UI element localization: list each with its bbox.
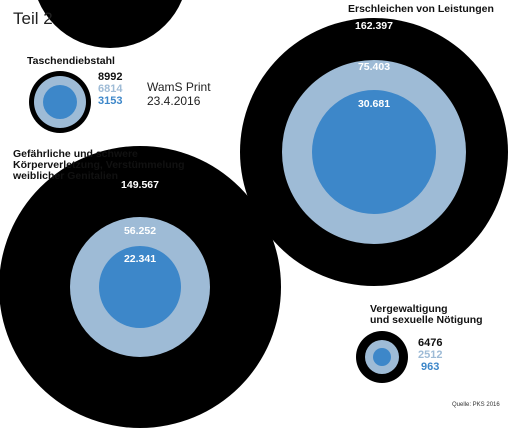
publication-label: WamS Print [147, 80, 211, 94]
inner-circle [43, 85, 77, 119]
print-info: WamS Print 23.4.2016 [147, 80, 211, 108]
value-label-middle: 2512 [418, 349, 443, 361]
value-label-middle: 6814 [98, 83, 123, 95]
source-note: Quelle: PKS 2016 [452, 402, 500, 408]
category-title-erschleichen: Erschleichen von Leistungen [348, 4, 494, 15]
value-label-inner: 22.341 [124, 253, 156, 265]
value-label-inner: 30.681 [358, 98, 390, 110]
value-label-middle: 75.403 [358, 61, 390, 73]
value-label-inner: 963 [421, 361, 440, 373]
value-label-outer: 149.567 [121, 179, 159, 191]
page-title: Teil 2 [13, 9, 53, 28]
category-title-line: Erschleichen von Leistungen [348, 3, 494, 15]
value-label-outer: 8992 [98, 71, 123, 83]
category-title-line: weiblicher Genitalien [13, 170, 119, 182]
category-title-line: Taschendiebstahl [27, 55, 115, 67]
outer-circle [38, 0, 182, 48]
inner-circle [312, 90, 436, 214]
circle-group [29, 71, 91, 133]
category-title-line: Vergewaltigung [370, 303, 448, 315]
category-title-vergewaltigung: Vergewaltigung und sexuelle Nötigung [370, 304, 483, 326]
inner-circle [99, 246, 181, 328]
publication-date: 23.4.2016 [147, 94, 201, 108]
circle-group [356, 331, 408, 383]
category-title-koerperverletzung: Gefährliche und schwere Körperverletzung… [13, 149, 185, 182]
circle-group: 149.567 56.252 22.341 [0, 146, 281, 428]
category-title-line: und sexuelle Nötigung [370, 314, 483, 326]
value-label-inner: 3153 [98, 95, 123, 107]
inner-circle [373, 348, 391, 366]
circle-group [38, 0, 182, 48]
category-title-line: Körperverletzung, Verstümmelung [13, 159, 185, 171]
category-title-line: Gefährliche und schwere [13, 148, 138, 160]
value-label-outer: 162.397 [355, 20, 393, 32]
category-title-taschendiebstahl: Taschendiebstahl [27, 56, 115, 67]
value-label-middle: 56.252 [124, 225, 156, 237]
value-label-outer: 6476 [418, 337, 443, 349]
circle-group: 162.397 75.403 30.681 [240, 18, 508, 286]
